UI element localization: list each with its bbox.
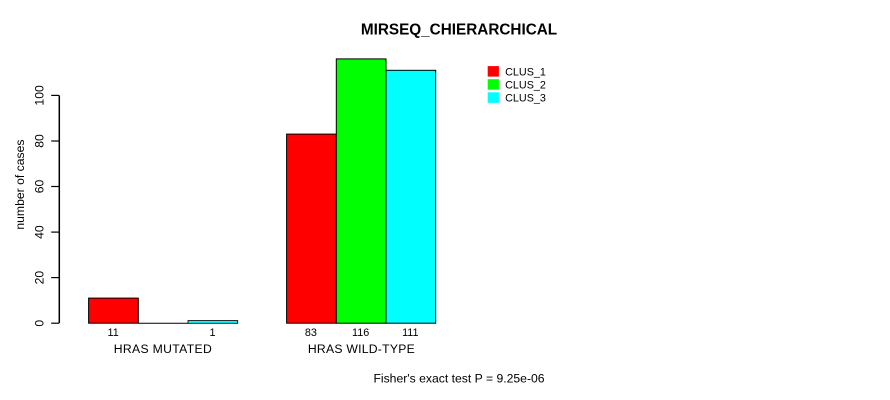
svg-text:60: 60 [32, 180, 46, 194]
svg-text:83: 83 [305, 327, 317, 339]
svg-text:CLUS_2: CLUS_2 [505, 80, 546, 92]
svg-text:CLUS_3: CLUS_3 [505, 93, 546, 105]
svg-text:MIRSEQ_CHIERARCHICAL: MIRSEQ_CHIERARCHICAL [361, 21, 557, 38]
svg-text:1: 1 [209, 327, 215, 339]
svg-text:Fisher's exact test P = 9.25e-: Fisher's exact test P = 9.25e-06 [373, 371, 544, 385]
svg-text:100: 100 [32, 85, 46, 106]
svg-text:CLUS_1: CLUS_1 [505, 67, 546, 79]
svg-text:20: 20 [32, 271, 46, 285]
svg-text:HRAS MUTATED: HRAS MUTATED [114, 342, 212, 356]
svg-text:116: 116 [352, 327, 369, 339]
svg-text:number of cases: number of cases [13, 140, 27, 230]
svg-text:80: 80 [32, 134, 46, 148]
svg-text:40: 40 [32, 225, 46, 239]
svg-text:HRAS WILD-TYPE: HRAS WILD-TYPE [308, 342, 415, 356]
svg-text:0: 0 [32, 320, 46, 327]
svg-text:111: 111 [402, 327, 418, 339]
svg-text:11: 11 [107, 327, 118, 339]
